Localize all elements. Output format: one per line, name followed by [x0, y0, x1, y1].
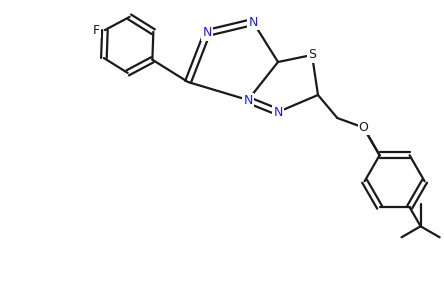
Text: F: F [93, 24, 100, 37]
Text: N: N [274, 105, 283, 118]
Text: N: N [248, 15, 258, 28]
Text: S: S [308, 49, 316, 62]
Text: O: O [359, 121, 369, 134]
Text: N: N [243, 94, 253, 107]
Text: N: N [202, 27, 212, 40]
